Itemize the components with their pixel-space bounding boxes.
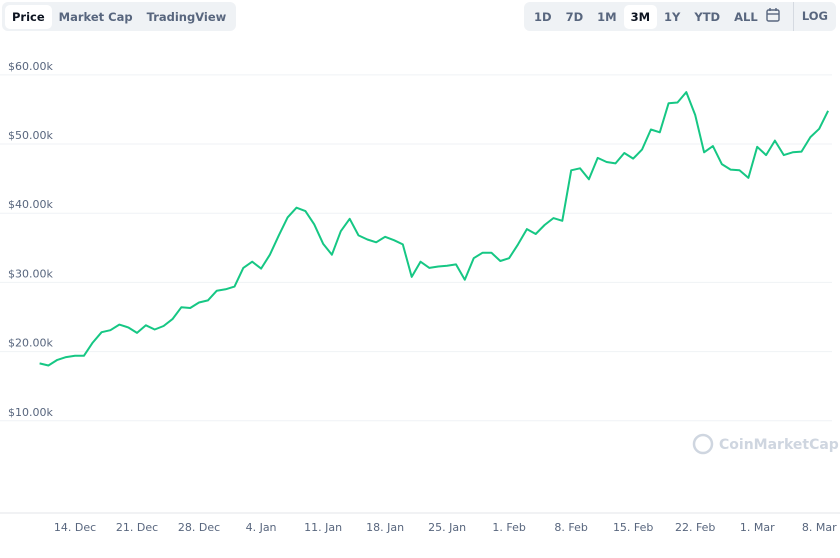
range-button[interactable]: 1D bbox=[534, 9, 552, 24]
x-tick-label: 28. Dec bbox=[178, 521, 220, 534]
x-tick-label: 8. Feb bbox=[554, 521, 587, 534]
price-line bbox=[39, 91, 829, 367]
range-button[interactable]: 7D bbox=[565, 9, 584, 24]
tab-button[interactable]: Price bbox=[5, 4, 52, 29]
x-tick-label: 25. Jan bbox=[428, 521, 466, 534]
x-tick-label: 14. Dec bbox=[54, 521, 96, 534]
chart-tabs: Price Market Cap TradingView bbox=[2, 2, 237, 31]
x-tick-label: 22. Feb bbox=[675, 521, 715, 534]
watermark: CoinMarketCap bbox=[719, 437, 839, 453]
log-button[interactable]: LOG bbox=[792, 2, 836, 31]
y-tick-label: $30.00k bbox=[8, 267, 53, 280]
watermark-logo bbox=[692, 433, 714, 455]
range-buttons: 1D 7D 1M 3M 1Y YTD ALL bbox=[524, 2, 836, 31]
y-tick-label: $50.00k bbox=[8, 129, 53, 142]
x-tick-label: 1. Mar bbox=[740, 521, 775, 534]
range-button[interactable]: 1Y bbox=[664, 9, 681, 24]
tab-button[interactable]: Market Cap bbox=[58, 9, 133, 24]
calendar-icon[interactable] bbox=[766, 8, 780, 22]
y-tick-label: $40.00k bbox=[8, 198, 53, 211]
x-tick-label: 8. Mar bbox=[802, 521, 837, 534]
x-tick-label: 21. Dec bbox=[116, 521, 158, 534]
range-button[interactable]: YTD bbox=[694, 9, 721, 24]
range-button[interactable]: 3M bbox=[623, 4, 658, 29]
x-tick-label: 18. Jan bbox=[366, 521, 404, 534]
y-tick-label: $10.00k bbox=[8, 406, 53, 419]
range-button[interactable]: 1M bbox=[597, 9, 617, 24]
x-tick-label: 4. Jan bbox=[246, 521, 277, 534]
x-tick-label: 11. Jan bbox=[304, 521, 342, 534]
x-tick-label: 1. Feb bbox=[492, 521, 525, 534]
tab-button[interactable]: TradingView bbox=[146, 9, 227, 24]
y-tick-label: $60.00k bbox=[8, 60, 53, 73]
x-tick-label: 15. Feb bbox=[613, 521, 653, 534]
y-tick-label: $20.00k bbox=[8, 337, 53, 350]
range-button[interactable]: ALL bbox=[734, 9, 758, 24]
